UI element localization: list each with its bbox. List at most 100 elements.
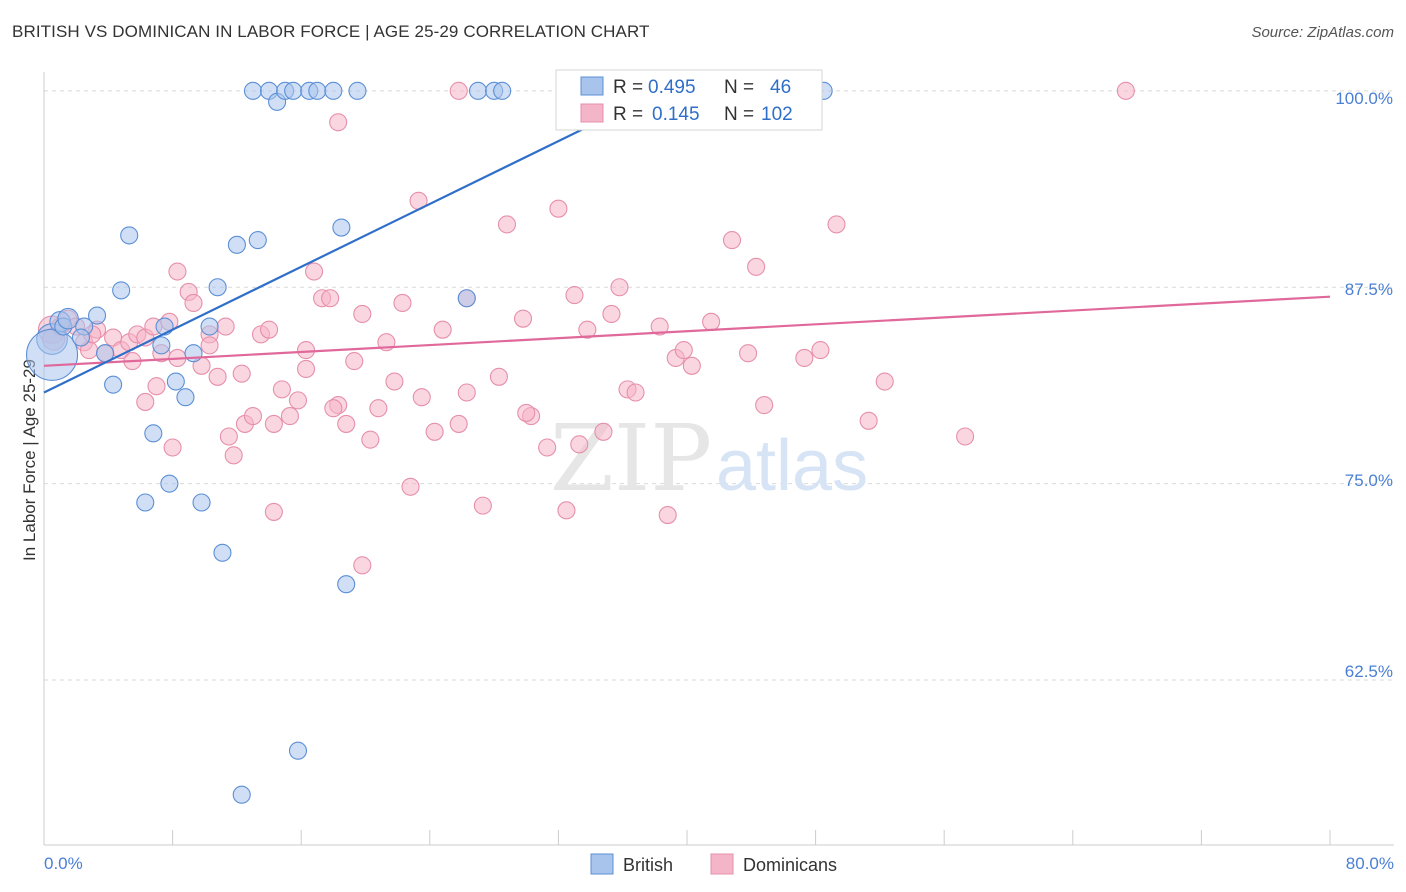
british-point <box>468 81 488 100</box>
dominican-point <box>216 317 235 336</box>
source-note: Source: ZipAtlas.com <box>1251 24 1394 41</box>
dominican-point <box>412 388 431 407</box>
dominican-point <box>449 414 468 433</box>
dominican-point <box>859 411 878 430</box>
dominican-point <box>259 320 279 339</box>
series-legend: British Dominicans <box>590 853 837 875</box>
british-point <box>120 226 139 245</box>
dominican-point <box>811 341 830 360</box>
british-point <box>243 81 263 100</box>
x-tick-label-max: 80.0% <box>1346 854 1394 873</box>
dominican-point <box>345 352 364 371</box>
stats-dominican-r-label: R = <box>613 104 643 125</box>
grid-lines <box>44 90 1394 681</box>
dominican-point <box>305 262 324 281</box>
dominican-point <box>136 392 155 411</box>
y-tick-label-75: 75.0% <box>1345 471 1393 490</box>
dominican-point <box>875 372 894 391</box>
stats-dominican-r-value: 0.145 <box>652 104 700 125</box>
chart-title: BRITISH VS DOMINICAN IN LABOR FORCE | AG… <box>12 22 650 41</box>
dominican-point <box>321 289 340 308</box>
legend-dominican-label[interactable]: Dominicans <box>743 855 837 875</box>
dominican-point <box>513 309 533 328</box>
dominican-point <box>674 341 693 360</box>
stats-british-r-value: 0.495 <box>648 77 696 98</box>
dominican-point <box>147 377 166 396</box>
british-point <box>348 81 367 100</box>
dominican-point <box>425 422 444 441</box>
dominican-point <box>243 407 263 426</box>
dominican-point <box>658 506 677 525</box>
dominican-point <box>232 364 251 383</box>
british-point <box>200 317 219 336</box>
british-point <box>112 281 131 300</box>
british-trend-line <box>43 77 688 394</box>
dominican-point <box>219 427 238 446</box>
stats-dominican-swatch <box>580 103 604 123</box>
dominican-point <box>610 278 629 297</box>
axes <box>43 72 1394 846</box>
dominican-point <box>626 383 645 402</box>
dominican-point <box>433 320 452 339</box>
dominican-point <box>722 231 742 250</box>
dominican-point <box>288 391 308 410</box>
dominican-point <box>565 286 584 305</box>
watermark-atlas: atlas <box>716 426 868 506</box>
dominican-point <box>739 344 758 363</box>
dominican-point <box>682 356 701 375</box>
british-point <box>332 218 351 237</box>
x-tick-label-min: 0.0% <box>44 854 83 873</box>
stats-british-r-label: R = <box>613 77 643 98</box>
british-point <box>284 81 303 100</box>
british-point <box>227 235 246 254</box>
dominican-point <box>264 502 283 521</box>
dominican-point <box>1116 81 1135 100</box>
dominican-point <box>184 293 203 313</box>
y-tick-label-62-5: 62.5% <box>1345 662 1393 681</box>
dominican-point <box>280 407 299 426</box>
british-point <box>208 278 227 297</box>
dominican-point <box>393 293 412 313</box>
british-point <box>324 81 343 100</box>
british-point <box>288 741 308 760</box>
dominican-point <box>702 312 721 331</box>
dominican-point <box>517 403 536 422</box>
british-point <box>192 493 211 512</box>
british-point <box>57 307 79 330</box>
dominican-point <box>163 438 182 457</box>
british-point <box>152 336 171 355</box>
british-point <box>87 306 107 325</box>
dominican-point <box>795 348 814 367</box>
dominican-point <box>296 359 316 378</box>
british-point <box>457 289 476 308</box>
legend-british-swatch[interactable] <box>590 853 614 875</box>
british-point <box>308 81 327 100</box>
dominican-point <box>570 435 589 454</box>
dominican-point <box>337 414 356 433</box>
dominican-point <box>755 396 774 415</box>
dominican-point <box>578 320 597 339</box>
legend-british-label[interactable]: British <box>623 855 673 875</box>
stats-dominican-n-label: N = <box>724 104 754 125</box>
dominican-point <box>747 257 766 276</box>
british-point <box>176 388 195 407</box>
dominican-point <box>602 304 621 324</box>
dominican-point <box>208 367 227 386</box>
dominican-point <box>329 113 348 132</box>
x-axis-tick-labels: 0.0% 80.0% <box>44 854 1394 873</box>
stats-british-n-value: 46 <box>770 77 791 98</box>
dominican-point <box>200 336 219 355</box>
dominican-point <box>353 556 372 575</box>
british-point <box>166 372 185 391</box>
dominican-point <box>401 477 420 496</box>
stats-legend: R = 0.495 N = 46 R = 0.145 N = 102 <box>555 69 823 131</box>
dominican-point <box>956 427 975 446</box>
legend-dominican-swatch[interactable] <box>710 853 734 875</box>
watermark-zip: ZIP <box>550 405 712 512</box>
british-point <box>213 543 232 562</box>
stats-british-swatch <box>580 76 604 96</box>
y-axis-tick-labels: 100.0% 87.5% 75.0% 62.5% <box>1335 89 1393 681</box>
stats-british-n-label: N = <box>724 77 754 98</box>
dominican-point <box>489 367 508 386</box>
dominican-point <box>549 199 568 218</box>
